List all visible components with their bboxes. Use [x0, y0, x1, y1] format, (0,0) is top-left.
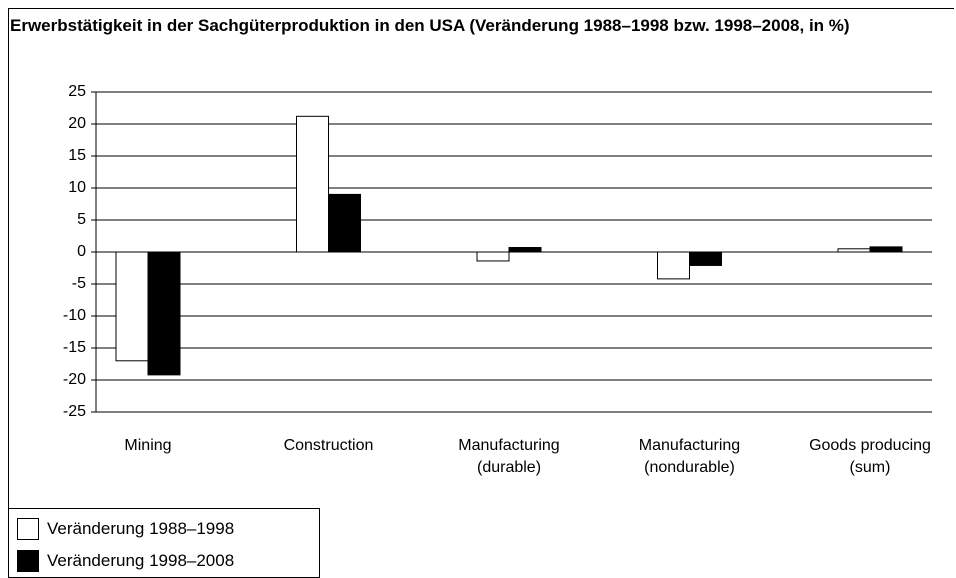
bar: [115, 251, 149, 362]
y-tick-label: 25: [68, 83, 86, 100]
y-tick-label: -15: [63, 339, 86, 356]
bar: [147, 251, 181, 376]
frame: [8, 8, 954, 576]
bar: [476, 251, 510, 262]
x-tick-label: Mining: [124, 437, 172, 454]
bar: [508, 247, 542, 253]
legend-swatch: [17, 518, 39, 540]
x-tick-label: Manufacturing (nondurable): [638, 437, 741, 476]
y-tick-label: -20: [63, 371, 86, 388]
legend-swatch: [17, 550, 39, 572]
y-tick-label: -5: [72, 275, 86, 292]
y-tick-label: 20: [68, 115, 86, 132]
legend-label: Veränderung 1988–1998: [47, 519, 235, 538]
bar: [328, 193, 361, 253]
y-tick-label: 10: [68, 179, 86, 196]
legend-item: Veränderung 1988–1998: [17, 517, 234, 541]
y-tick-label: 15: [68, 147, 86, 164]
chart-title: Erwerbstätigkeit in der Sachgüterprodukt…: [10, 16, 850, 35]
bar: [657, 251, 690, 280]
x-tick-label: Goods producing (sum): [809, 437, 931, 476]
legend-item: Veränderung 1998–2008: [17, 549, 234, 573]
legend: Veränderung 1988–1998 Veränderung 1998–20…: [8, 508, 320, 578]
x-tick-label: Construction: [283, 437, 374, 454]
legend-label: Veränderung 1998–2008: [47, 551, 235, 570]
y-tick-label: -25: [63, 403, 86, 420]
bar: [689, 251, 722, 266]
bar: [296, 115, 329, 253]
y-tick-label: 0: [77, 243, 86, 260]
y-tick-label: -10: [63, 307, 86, 324]
x-tick-label: Manufacturing (durable): [458, 437, 560, 476]
bar: [837, 248, 871, 253]
bar: [869, 246, 903, 253]
y-tick-label: 5: [77, 211, 86, 228]
